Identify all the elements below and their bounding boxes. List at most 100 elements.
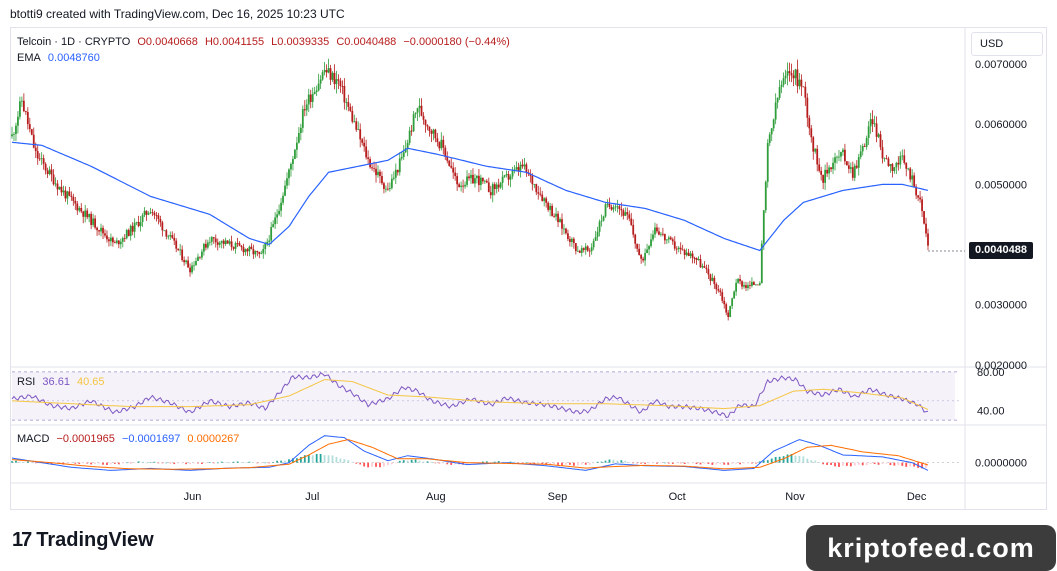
candle-body	[111, 237, 114, 243]
candle-body	[104, 233, 106, 236]
candle-body	[50, 169, 53, 175]
macd-histogram-bar	[157, 462, 160, 464]
candle-body	[22, 100, 25, 112]
currency-button[interactable]: USD	[971, 32, 1043, 56]
macd-histogram-bar	[216, 462, 219, 464]
macd-histogram-bar	[628, 462, 631, 464]
macd-histogram-bar	[723, 462, 726, 465]
candle-body	[135, 221, 138, 223]
current-price-tag: 0.0040488	[969, 242, 1033, 259]
candle-body	[812, 137, 815, 152]
candle-body	[806, 97, 809, 118]
candle-body	[42, 158, 45, 164]
macd-histogram-bar	[19, 461, 21, 463]
macd-histogram-bar	[98, 462, 100, 464]
candle-body	[687, 252, 690, 256]
macd-histogram-bar	[766, 460, 769, 463]
macd-histogram-bar	[794, 455, 797, 463]
candle-body	[117, 240, 120, 245]
price-tick-label: 0.0050000	[975, 179, 1027, 191]
macd-histogram-bar	[450, 462, 453, 465]
macd-value: −0.0001965	[56, 433, 115, 445]
candle-body	[533, 184, 536, 185]
macd-histogram-bar	[485, 461, 488, 463]
candle-body	[511, 170, 514, 177]
candle-body	[369, 159, 371, 168]
candle-body	[226, 240, 229, 244]
macd-histogram-bar	[715, 462, 718, 465]
macd-histogram-bar	[268, 462, 271, 464]
candle-body	[574, 243, 577, 252]
macd-histogram-bar	[355, 462, 358, 464]
month-tick-label: Dec	[907, 491, 927, 503]
candle-body	[792, 75, 795, 79]
macd-label: MACD	[17, 433, 50, 445]
candle-body	[830, 167, 832, 170]
candle-body	[523, 164, 526, 167]
macd-histogram-bar	[648, 462, 650, 464]
candle-body	[438, 142, 441, 149]
candle-body	[123, 238, 126, 239]
chart-byline: btotti9 created with TradingView.com, De…	[10, 7, 345, 21]
macd-histogram-bar	[394, 462, 397, 464]
candle-body	[735, 282, 737, 292]
candle-body	[776, 97, 779, 103]
macd-histogram-bar	[739, 462, 741, 465]
candle-body	[70, 195, 73, 197]
candle-body	[729, 306, 732, 317]
month-tick-label: Oct	[669, 491, 686, 503]
candle-body	[363, 142, 366, 147]
candle-body	[667, 237, 670, 240]
macd-histogram-bar	[695, 462, 698, 465]
candle-body	[721, 292, 724, 301]
candle-body	[840, 152, 842, 157]
month-tick-label: Jun	[184, 491, 202, 503]
rsi-ma-value: 40.65	[77, 376, 105, 388]
candle-body	[507, 174, 510, 180]
macd-histogram-bar	[466, 462, 468, 465]
candle-body	[547, 202, 550, 210]
candle-body	[175, 240, 178, 249]
macd-histogram-bar	[256, 462, 259, 464]
candle-body	[780, 84, 783, 88]
candle-body	[288, 169, 290, 179]
macd-histogram-bar	[853, 462, 856, 466]
legend-change: −0.0000180 (−0.44%)	[403, 36, 510, 48]
candle-body	[584, 246, 587, 250]
macd-histogram-bar	[66, 462, 69, 464]
candle-body	[398, 158, 401, 173]
candle-body	[476, 175, 478, 179]
macd-histogram-bar	[86, 462, 89, 464]
month-tick-label: Nov	[785, 491, 805, 503]
candle-body	[917, 195, 920, 198]
candle-body	[335, 79, 338, 85]
candle-body	[834, 157, 836, 163]
candle-body	[832, 162, 834, 170]
macd-histogram-bar	[735, 462, 737, 464]
candle-body	[572, 238, 575, 244]
candle-body	[32, 134, 35, 148]
macd-histogram-bar	[149, 462, 152, 463]
candle-body	[214, 238, 217, 243]
candle-body	[483, 180, 486, 182]
candle-body	[420, 105, 423, 116]
candle-body	[34, 147, 37, 152]
candle-body	[232, 247, 235, 249]
candle-body	[125, 230, 128, 239]
macd-histogram-bar	[565, 462, 567, 465]
candle-body	[36, 151, 39, 159]
candle-body	[286, 178, 288, 186]
candle-body	[349, 106, 352, 111]
candle-body	[661, 233, 664, 235]
candle-body	[606, 203, 609, 205]
price-tick-label: 0.0060000	[975, 119, 1027, 131]
candle-body	[580, 248, 583, 253]
macd-histogram-bar	[751, 462, 753, 464]
candle-body	[246, 249, 249, 252]
macd-histogram-bar	[576, 462, 579, 466]
macd-histogram-bar	[351, 462, 354, 463]
candle-body	[66, 191, 69, 199]
candle-body	[743, 285, 745, 287]
candle-body	[260, 253, 263, 255]
